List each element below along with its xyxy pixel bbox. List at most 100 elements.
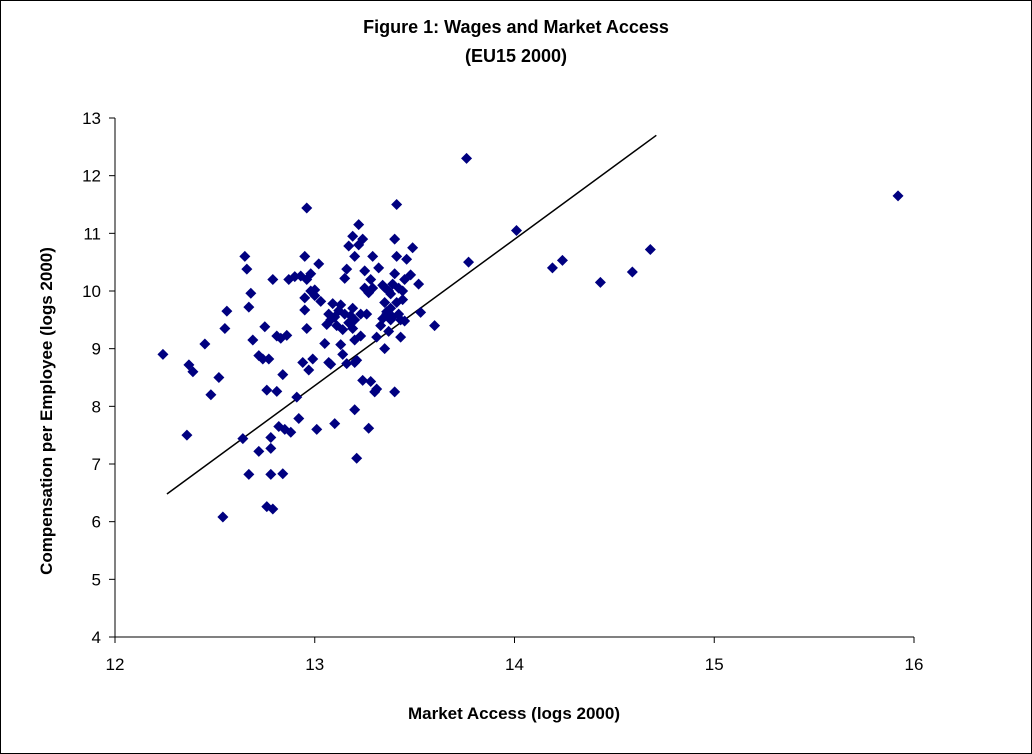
data-point bbox=[291, 391, 303, 403]
data-point bbox=[213, 372, 225, 383]
data-point bbox=[397, 285, 409, 297]
chart-subtitle: (EU15 2000) bbox=[465, 46, 567, 66]
data-point bbox=[265, 431, 277, 443]
data-point bbox=[217, 511, 229, 523]
data-point bbox=[365, 376, 377, 388]
data-point bbox=[299, 304, 311, 316]
y-tick-label: 9 bbox=[92, 340, 101, 359]
data-point bbox=[399, 315, 411, 327]
data-point bbox=[347, 322, 359, 334]
data-point bbox=[556, 254, 568, 266]
data-point bbox=[413, 278, 425, 290]
data-point bbox=[357, 374, 369, 386]
data-point bbox=[311, 423, 323, 435]
data-point bbox=[361, 308, 373, 320]
data-point bbox=[305, 268, 317, 280]
x-tick-label: 16 bbox=[905, 655, 924, 674]
data-point bbox=[347, 302, 359, 314]
data-point bbox=[309, 284, 321, 296]
data-point bbox=[309, 290, 321, 302]
y-tick-label: 13 bbox=[82, 109, 101, 128]
data-point bbox=[239, 250, 251, 262]
data-point bbox=[277, 468, 289, 480]
data-point bbox=[325, 358, 337, 370]
x-tick-label: 13 bbox=[305, 655, 324, 674]
data-point bbox=[267, 273, 279, 285]
x-tick-label: 15 bbox=[705, 655, 724, 674]
data-point bbox=[285, 426, 297, 438]
data-point bbox=[301, 202, 313, 214]
data-point bbox=[389, 386, 401, 398]
data-point bbox=[267, 503, 279, 515]
data-point bbox=[349, 314, 361, 326]
data-point bbox=[181, 429, 193, 441]
data-point bbox=[355, 330, 367, 342]
data-point bbox=[371, 383, 383, 395]
data-point bbox=[429, 320, 441, 332]
data-point bbox=[199, 338, 211, 350]
data-point bbox=[391, 250, 403, 262]
data-point bbox=[157, 348, 169, 360]
y-tick-label: 5 bbox=[92, 570, 101, 589]
data-point bbox=[265, 468, 277, 480]
trendline-group bbox=[166, 134, 657, 495]
data-point bbox=[383, 325, 395, 337]
data-point bbox=[343, 240, 355, 252]
data-point bbox=[299, 250, 311, 262]
data-point bbox=[594, 276, 606, 288]
data-point bbox=[271, 385, 283, 397]
data-point bbox=[205, 389, 217, 401]
data-point bbox=[351, 354, 363, 366]
data-point bbox=[357, 233, 369, 245]
data-point bbox=[373, 262, 385, 274]
data-point bbox=[510, 224, 522, 236]
data-point bbox=[367, 250, 379, 262]
data-point bbox=[347, 230, 359, 242]
data-point bbox=[263, 353, 275, 365]
data-point bbox=[243, 468, 255, 480]
data-point bbox=[257, 353, 269, 365]
data-point bbox=[644, 243, 656, 255]
data-point bbox=[339, 272, 351, 284]
data-point bbox=[265, 442, 277, 454]
data-point bbox=[307, 353, 319, 365]
data-point bbox=[301, 322, 313, 334]
data-point bbox=[397, 294, 409, 306]
data-point bbox=[335, 339, 347, 351]
data-point bbox=[385, 302, 397, 314]
data-point bbox=[379, 343, 391, 355]
data-point bbox=[319, 337, 331, 349]
data-point bbox=[349, 404, 361, 416]
y-tick-label: 6 bbox=[92, 513, 101, 532]
data-point bbox=[245, 287, 257, 299]
data-point bbox=[389, 233, 401, 245]
data-points bbox=[157, 152, 904, 523]
data-point bbox=[337, 348, 349, 360]
y-tick-label: 4 bbox=[92, 628, 101, 647]
data-point bbox=[313, 258, 325, 270]
data-point bbox=[379, 297, 391, 309]
data-point bbox=[371, 331, 383, 343]
data-point bbox=[415, 306, 427, 318]
data-point bbox=[367, 282, 379, 294]
y-tick-label: 11 bbox=[83, 224, 101, 243]
data-point bbox=[259, 321, 271, 333]
data-point bbox=[315, 295, 327, 307]
data-point bbox=[243, 301, 255, 313]
data-point bbox=[253, 445, 265, 457]
data-point bbox=[299, 292, 311, 304]
trendline bbox=[166, 134, 657, 495]
data-point bbox=[353, 219, 365, 231]
data-point bbox=[303, 364, 315, 376]
x-axis-label: Market Access (logs 2000) bbox=[408, 704, 620, 723]
data-point bbox=[395, 331, 407, 343]
data-point bbox=[337, 324, 349, 336]
y-axis-label: Compensation per Employee (logs 2000) bbox=[37, 247, 56, 575]
data-point bbox=[626, 266, 638, 278]
data-point bbox=[221, 305, 233, 317]
data-point bbox=[293, 412, 305, 424]
data-point bbox=[892, 190, 904, 202]
data-point bbox=[349, 250, 361, 262]
data-point bbox=[261, 384, 273, 396]
